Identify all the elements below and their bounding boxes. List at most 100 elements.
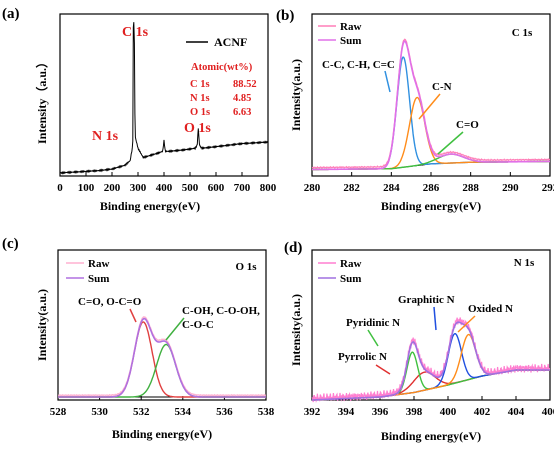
panel-d-annot-graphitic: Graphitic N [398, 294, 455, 306]
panel-b-curves [311, 38, 550, 171]
panel-d-arrow-pyridinic [367, 329, 379, 347]
x-tick-label: 800 [260, 182, 277, 194]
x-tick-label: 534 [175, 406, 192, 418]
panel-d-arrow-pyrrolic [375, 364, 391, 375]
panel-c-ylabel: Intensity(a.u.) [35, 289, 49, 361]
panel-a-legend-acnf: ACNF [214, 35, 247, 49]
panel-c-arrow-coh [165, 317, 185, 341]
x-tick-label: 286 [423, 182, 440, 194]
panel-b-legend-raw: Raw [340, 21, 361, 33]
x-tick-label: 200 [104, 182, 121, 194]
atomic-row-o-el: O 1s [190, 107, 210, 118]
panel-a-x-ticks: 0 100 200 300 400 500 600 700 800 [57, 172, 277, 194]
x-tick-label: 280 [304, 182, 321, 194]
atomic-row-c-val: 88.52 [233, 79, 257, 90]
panel-d-corner: N 1s [514, 257, 535, 269]
x-tick-label: 530 [91, 406, 108, 418]
panel-d-xlabel: Binding energy(eV) [381, 429, 481, 443]
panel-a-series-acnf [59, 22, 269, 175]
x-tick-label: 404 [508, 406, 525, 418]
panel-b-ylabel: Intensity(a.u.) [289, 59, 303, 131]
panel-c-legend-raw: Raw [88, 258, 109, 270]
x-tick-label: 532 [133, 406, 150, 418]
x-tick-label: 400 [440, 406, 457, 418]
x-tick-label: 394 [338, 406, 355, 418]
panel-a-xlabel: Binding energy(eV) [100, 199, 200, 213]
atomic-row-c-el: C 1s [190, 79, 210, 90]
panel-b-x-ticks: 280 282 284 286 288 290 292 [304, 172, 554, 194]
panel-c-annot-co: C=O, O-C=O [78, 296, 142, 308]
panel-d-ylabel: Intensity(a.u.) [289, 294, 303, 366]
panel-c-label: (c) [2, 236, 19, 252]
panel-a-label: (a) [2, 6, 20, 22]
panel-b-legend-sum: Sum [340, 35, 361, 47]
panel-d-annot-pyridinic: Pyridinic N [346, 317, 400, 329]
atomic-row-o-val: 6.63 [233, 107, 251, 118]
component-curve [58, 321, 266, 398]
raw-curve [311, 317, 551, 404]
panel-d-frame [311, 249, 551, 401]
panel-d-curves [311, 317, 551, 404]
panel-c-annot-coh-1: C-OH, C-O-OH, [182, 305, 260, 317]
panel-d-annot-oxided: Oxided N [468, 303, 513, 315]
panel-d-annot-pyrrolic: Pyrrolic N [338, 351, 387, 363]
atomic-table-title: Atomic(wt%) [191, 62, 253, 73]
x-tick-label: 406 [542, 406, 554, 418]
x-tick-label: 0 [57, 182, 63, 194]
panel-d-arrow-graphitic [433, 306, 437, 331]
x-tick-label: 402 [474, 406, 491, 418]
x-tick-label: 700 [234, 182, 251, 194]
panel-c-frame [57, 249, 267, 401]
panel-b-arrow-cc [384, 70, 391, 93]
panel-a-peak-o1s: O 1s [184, 121, 211, 136]
panel-d-x-ticks: 392 394 396 398 400 402 404 406 [304, 396, 554, 418]
atomic-table: Atomic(wt%) C 1s 88.52 N 1s 4.85 O 1s 6.… [190, 62, 257, 118]
atomic-row-n-val: 4.85 [233, 93, 251, 104]
sum-curve [58, 317, 266, 398]
x-tick-label: 300 [130, 182, 147, 194]
panel-c-xlabel: Binding energy(eV) [112, 427, 212, 441]
x-tick-label: 288 [462, 182, 479, 194]
raw-curve [311, 38, 550, 170]
panel-b-annot-cn: C-N [432, 81, 452, 93]
x-tick-label: 292 [542, 182, 554, 194]
component-curve [312, 96, 550, 171]
panel-d-legend-raw: Raw [340, 258, 361, 270]
panel-d-arrow-oxided [457, 315, 476, 333]
panel-b-annot-co: C=O [456, 119, 479, 131]
panel-a-peak-n1s: N 1s [92, 129, 119, 144]
panel-c-annot-coh-2: C-O-C [182, 319, 214, 331]
x-tick-label: 284 [383, 182, 400, 194]
atomic-row-n-el: N 1s [190, 93, 210, 104]
panel-b-arrow-co [437, 131, 464, 155]
panel-b-annot-cc: C-C, C-H, C=C [322, 59, 395, 71]
sum-curve [312, 321, 550, 401]
panel-d: (d) 392 394 396 398 400 402 404 406 Binding ene… [284, 240, 554, 443]
panel-b-corner: C 1s [512, 27, 533, 39]
panel-c-arrow-co [129, 308, 137, 323]
x-tick-label: 100 [78, 182, 95, 194]
x-tick-label: 400 [156, 182, 173, 194]
panel-a-peak-c1s: C 1s [122, 25, 149, 40]
panel-d-legend-sum: Sum [340, 273, 361, 285]
x-tick-label: 290 [502, 182, 519, 194]
panel-c-corner: O 1s [235, 261, 257, 273]
baseline-curve [312, 160, 550, 171]
panel-c-legend-sum: Sum [88, 273, 109, 285]
panel-c-x-ticks: 528 530 532 534 536 538 [50, 396, 275, 418]
x-tick-label: 392 [304, 406, 321, 418]
x-tick-label: 528 [50, 406, 67, 418]
x-tick-label: 282 [343, 182, 360, 194]
panel-c-curves [58, 316, 266, 398]
panel-a-ylabel: Intensity（a.u.） [34, 56, 49, 144]
component-curve [312, 56, 550, 171]
x-tick-label: 500 [182, 182, 199, 194]
x-tick-label: 398 [406, 406, 423, 418]
x-tick-label: 600 [208, 182, 225, 194]
panel-d-label: (d) [284, 240, 302, 256]
panel-b-label: (b) [276, 8, 294, 24]
panel-a: (a) 0 100 200 300 400 500 600 700 800 Binding en… [2, 6, 277, 213]
x-tick-label: 538 [258, 406, 275, 418]
x-tick-label: 396 [372, 406, 389, 418]
